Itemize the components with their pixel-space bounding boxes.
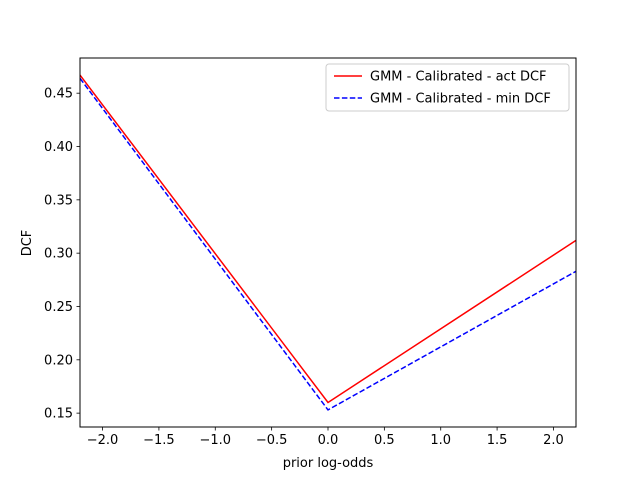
x-tick-label: 0.5 [374,433,395,448]
y-tick-label: 0.40 [44,140,73,155]
series-line-2 [79,77,577,411]
y-tick-label: 0.45 [44,87,73,102]
y-tick-label: 0.30 [44,247,73,262]
x-tick-label: −2.0 [87,433,119,448]
y-tick-label: 0.25 [44,300,73,315]
legend-box [325,63,570,112]
legend-label-1: GMM - Calibrated - act DCF [370,70,547,85]
plot-lines [79,74,577,411]
y-tick-label: 0.35 [44,193,73,208]
y-axis-label: DCF [20,230,35,257]
x-tick-label: 1.5 [487,433,508,448]
y-tick-label: 0.15 [44,407,73,422]
series-line-1 [79,74,577,404]
legend: GMM - Calibrated - act DCF GMM - Calibrat… [325,63,570,112]
x-axis-ticks: −2.0 −1.5 −1.0 −0.5 0.0 0.5 1.0 1.5 2.0 [87,427,564,448]
x-tick-label: −0.5 [256,433,288,448]
legend-label-2: GMM - Calibrated - min DCF [370,92,551,107]
y-axis-ticks: 0.15 0.20 0.25 0.30 0.35 0.40 0.45 [44,87,80,422]
y-tick-label: 0.20 [44,353,73,368]
x-axis-label: prior log-odds [283,456,374,471]
x-tick-label: 1.0 [430,433,451,448]
x-tick-label: −1.0 [199,433,231,448]
x-tick-label: 2.0 [543,433,564,448]
x-tick-label: 0.0 [318,433,339,448]
x-tick-label: −1.5 [143,433,175,448]
plot-frame [79,57,577,428]
